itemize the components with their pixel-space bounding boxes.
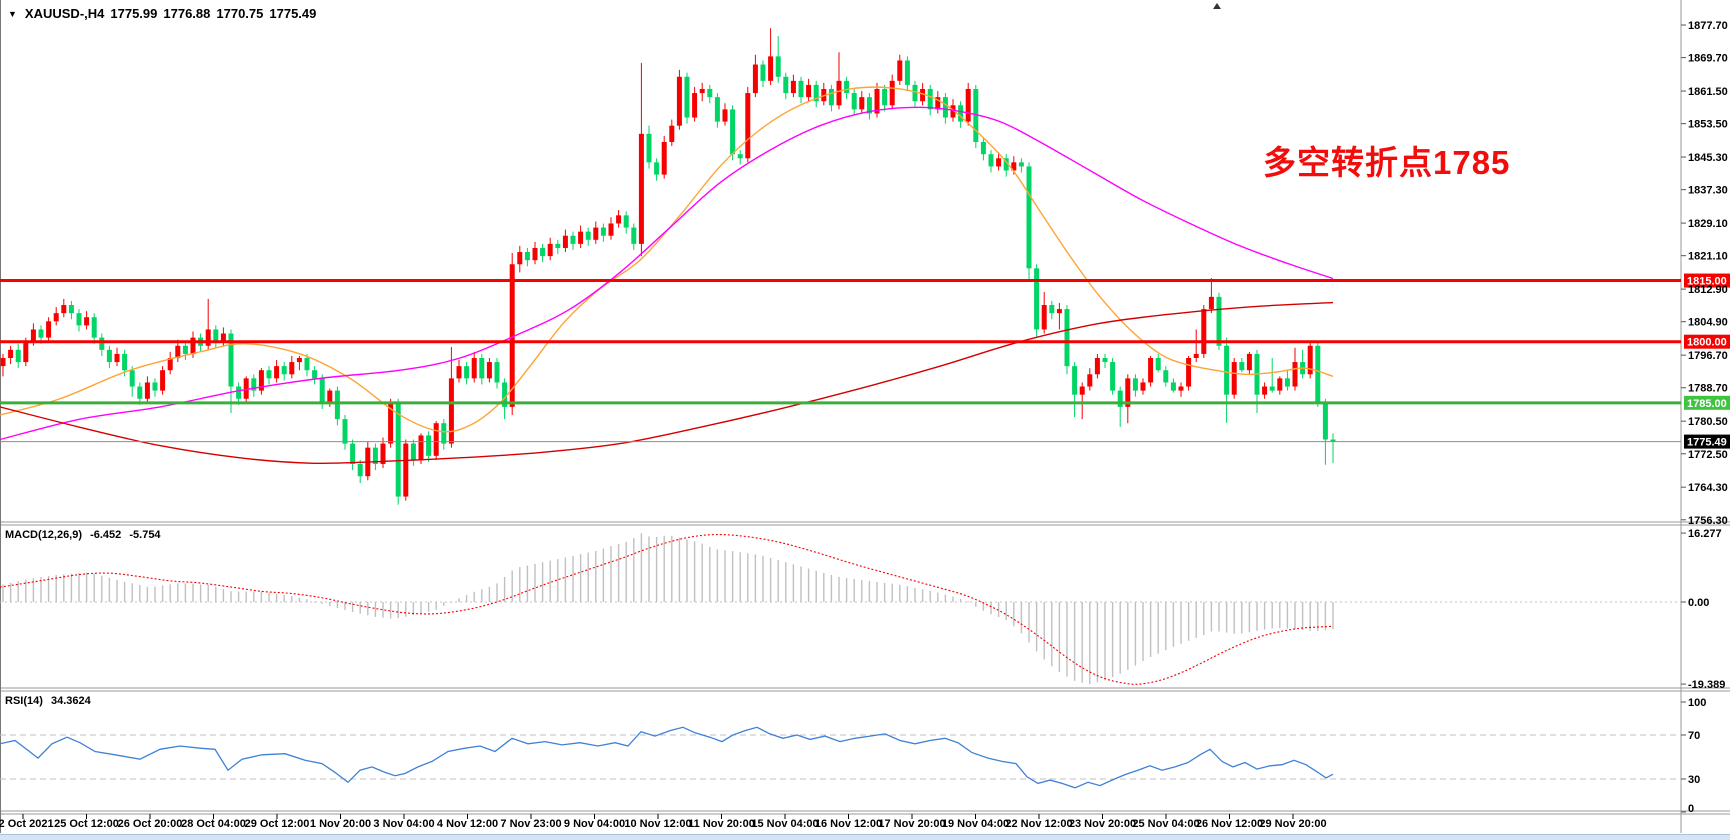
price-axis-label: 1877.70 bbox=[1688, 20, 1728, 32]
rsi-axis-label: 70 bbox=[1688, 730, 1700, 742]
time-axis-label: 11 Nov 20:00 bbox=[688, 818, 755, 830]
price-badge bbox=[1684, 395, 1730, 410]
macd-histogram bbox=[2, 533, 1334, 685]
time-axis-label: 9 Nov 04:00 bbox=[564, 818, 625, 830]
chart-shift-marker[interactable] bbox=[1213, 3, 1221, 9]
time-axis-label: 29 Oct 12:00 bbox=[245, 818, 310, 830]
rsi-line bbox=[0, 726, 1334, 789]
chevron-down-icon: ▼ bbox=[8, 8, 17, 19]
time-axis-label: 28 Oct 04:00 bbox=[181, 818, 246, 830]
status-strip bbox=[0, 834, 1730, 840]
time-axis-label: 1 Nov 20:00 bbox=[310, 818, 371, 830]
rsi-axis-label: 0 bbox=[1688, 803, 1694, 815]
time-axis-label: 17 Nov 20:00 bbox=[878, 818, 945, 830]
price-badge bbox=[1684, 273, 1730, 288]
time-axis-label: 16 Nov 12:00 bbox=[815, 818, 882, 830]
price-badge bbox=[1684, 434, 1730, 449]
price-axis-label: 1756.30 bbox=[1688, 515, 1728, 527]
ohlc-low: 1770.75 bbox=[216, 6, 264, 21]
time-axis-label: 3 Nov 04:00 bbox=[373, 818, 434, 830]
macd-signal-line bbox=[0, 534, 1334, 685]
time-axis-label: 4 Nov 12:00 bbox=[437, 818, 498, 830]
price-axis-label: 1829.10 bbox=[1688, 218, 1728, 230]
price-axis-label: 1764.30 bbox=[1688, 482, 1728, 494]
rsi-header: RSI(14) 34.3624 bbox=[5, 695, 96, 707]
ma-slow-darkred-line bbox=[0, 301, 1334, 464]
price-axis-label: 1804.90 bbox=[1688, 317, 1728, 329]
time-axis-label: 23 Nov 20:00 bbox=[1069, 818, 1136, 830]
price-axis-label: 1821.10 bbox=[1688, 251, 1728, 263]
time-axis-label: 29 Nov 20:00 bbox=[1259, 818, 1326, 830]
rsi-value: 34.3624 bbox=[50, 695, 91, 707]
price-badge bbox=[1684, 334, 1730, 349]
macd-header: MACD(12,26,9) -6.452 -5.754 bbox=[5, 529, 166, 541]
price-axis-label: 1772.50 bbox=[1688, 449, 1728, 461]
candlestick-layer bbox=[0, 28, 1336, 505]
price-axis-label: 1837.30 bbox=[1688, 185, 1728, 197]
rsi-axis-label: 100 bbox=[1688, 697, 1706, 709]
price-axis-label: 1869.70 bbox=[1688, 53, 1728, 65]
price-axis-label: 1780.50 bbox=[1688, 416, 1728, 428]
macd-signal-value: -5.754 bbox=[129, 529, 161, 541]
macd-value: -6.452 bbox=[90, 529, 122, 541]
time-axis-label: 22 Oct 2021 bbox=[0, 818, 54, 830]
price-badge-label: 1800.00 bbox=[1687, 337, 1727, 349]
price-axis-label: 1845.30 bbox=[1688, 152, 1728, 164]
macd-label: MACD(12,26,9) bbox=[5, 529, 83, 541]
time-axis-label: 25 Oct 12:00 bbox=[54, 818, 119, 830]
price-axis-label: 1788.70 bbox=[1688, 383, 1728, 395]
time-axis-label: 7 Nov 23:00 bbox=[500, 818, 561, 830]
ma-mid-magenta-line bbox=[0, 106, 1334, 441]
time-axis-label: 26 Nov 12:00 bbox=[1196, 818, 1263, 830]
time-axis-label: 10 Nov 12:00 bbox=[624, 818, 691, 830]
time-axis-label: 22 Nov 12:00 bbox=[1005, 818, 1072, 830]
time-axis-label: 19 Nov 04:00 bbox=[942, 818, 1009, 830]
price-axis-label: 1853.50 bbox=[1688, 119, 1728, 131]
chart-annotation-text[interactable]: 多空转折点1785 bbox=[1263, 144, 1511, 181]
price-badge-label: 1815.00 bbox=[1687, 276, 1727, 288]
macd-axis-label: 16.277 bbox=[1688, 528, 1722, 540]
price-axis-label: 1796.70 bbox=[1688, 350, 1728, 362]
rsi-axis-label: 30 bbox=[1688, 774, 1700, 786]
price-axis-label: 1861.50 bbox=[1688, 86, 1728, 98]
time-axis-label: 25 Nov 04:00 bbox=[1132, 818, 1199, 830]
price-badge-label: 1775.49 bbox=[1687, 437, 1727, 449]
price-badge-label: 1785.00 bbox=[1687, 398, 1727, 410]
time-axis-label: 15 Nov 04:00 bbox=[751, 818, 818, 830]
symbol-period: XAUUSD-,H4 bbox=[24, 6, 105, 21]
macd-axis-label: -19.389 bbox=[1688, 679, 1725, 691]
ohlc-high: 1776.88 bbox=[163, 6, 211, 21]
price-axis-label: 1812.90 bbox=[1688, 284, 1728, 296]
rsi-label: RSI(14) bbox=[5, 695, 43, 707]
time-axis-label: 26 Oct 20:00 bbox=[118, 818, 183, 830]
macd-axis-label: 0.00 bbox=[1688, 597, 1709, 609]
ohlc-close: 1775.49 bbox=[269, 6, 317, 21]
ohlc-open: 1775.99 bbox=[110, 6, 158, 21]
ma-fast-orange-line bbox=[0, 86, 1334, 433]
chart-title: ▼ XAUUSD-,H4 1775.99 1776.88 1770.75 177… bbox=[8, 6, 316, 21]
